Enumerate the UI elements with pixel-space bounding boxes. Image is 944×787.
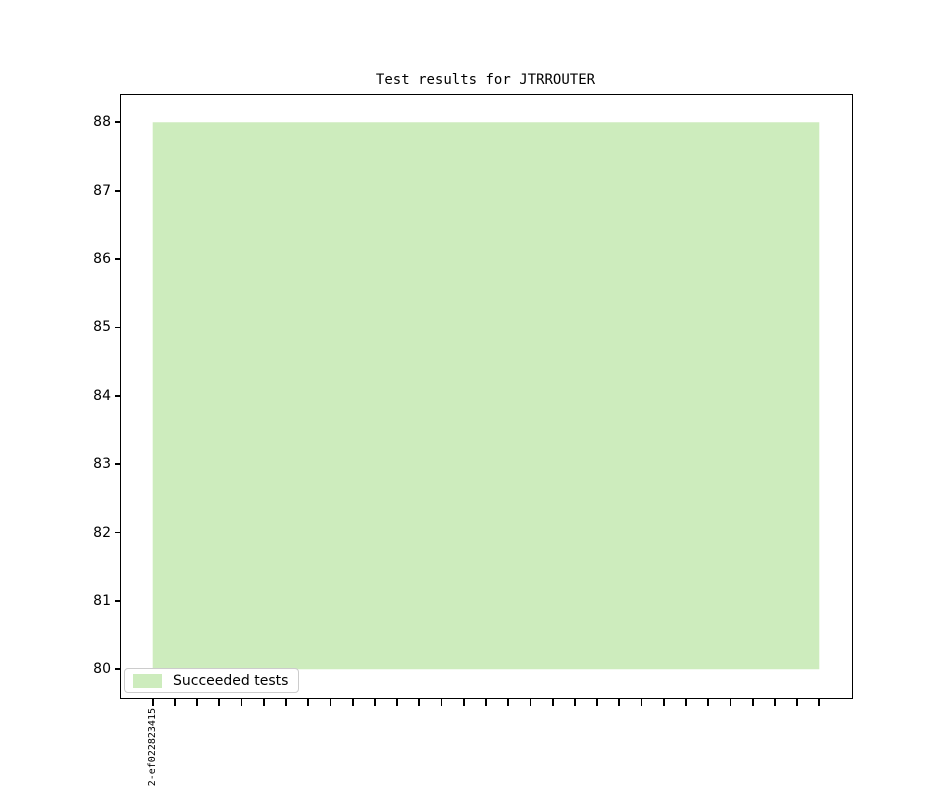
x-tick bbox=[662, 698, 665, 706]
y-tick-label: 84 bbox=[93, 387, 111, 404]
plot-area: 80 81 82 83 84 85 86 87 88 2-ef022823415 Succeed… bbox=[93, 94, 853, 786]
y-tick bbox=[115, 326, 121, 329]
y-tick-label: 87 bbox=[93, 182, 111, 199]
area-polygon bbox=[152, 122, 820, 670]
y-tick bbox=[115, 531, 121, 534]
y-tick-label: 88 bbox=[93, 114, 111, 131]
x-tick bbox=[218, 698, 221, 706]
y-tick bbox=[115, 600, 121, 602]
x-tick bbox=[507, 698, 510, 706]
x-tick bbox=[618, 698, 621, 706]
succeeded-tests-area bbox=[152, 122, 820, 670]
x-tick bbox=[462, 698, 465, 706]
x-tick bbox=[685, 698, 687, 706]
legend-swatch bbox=[133, 673, 162, 688]
y-tick-label: 82 bbox=[93, 524, 111, 541]
x-tick bbox=[174, 698, 176, 706]
x-tick bbox=[151, 698, 154, 706]
x-tick bbox=[307, 698, 310, 706]
x-tick bbox=[196, 698, 199, 706]
legend: Succeeded tests bbox=[124, 668, 300, 693]
y-tick-label: 81 bbox=[93, 592, 111, 609]
x-tick bbox=[640, 698, 643, 706]
x-tick bbox=[796, 698, 798, 706]
y-tick bbox=[115, 189, 121, 192]
y-tick bbox=[115, 394, 121, 397]
x-tick bbox=[262, 698, 265, 706]
y-tick bbox=[115, 121, 121, 124]
x-tick bbox=[374, 698, 376, 706]
x-tick bbox=[729, 698, 732, 706]
x-tick bbox=[529, 698, 532, 706]
y-tick bbox=[115, 668, 121, 671]
x-tick bbox=[240, 698, 243, 706]
x-tick bbox=[773, 698, 776, 706]
y-tick-label: 80 bbox=[93, 661, 111, 678]
chart-title: Test results for JTRROUTER bbox=[375, 72, 596, 88]
y-tick-label: 85 bbox=[93, 319, 111, 336]
x-tick bbox=[418, 698, 421, 706]
x-tick bbox=[485, 698, 487, 706]
legend-label: Succeeded tests bbox=[173, 672, 289, 689]
x-tick bbox=[440, 698, 443, 706]
y-tick bbox=[115, 463, 121, 466]
x-tick bbox=[351, 698, 354, 706]
x-tick bbox=[751, 698, 754, 706]
x-tick bbox=[573, 698, 576, 706]
x-tick bbox=[396, 698, 399, 706]
x-tick bbox=[818, 698, 821, 706]
x-tick bbox=[596, 698, 598, 706]
x-tick bbox=[707, 698, 710, 706]
x-tick bbox=[551, 698, 554, 706]
y-tick bbox=[115, 258, 121, 260]
y-tick-label: 86 bbox=[93, 251, 111, 268]
x-tick bbox=[285, 698, 287, 706]
y-tick-label: 83 bbox=[93, 456, 111, 473]
x-tick bbox=[329, 698, 332, 706]
x-tick-label: 2-ef022823415 bbox=[147, 708, 159, 787]
